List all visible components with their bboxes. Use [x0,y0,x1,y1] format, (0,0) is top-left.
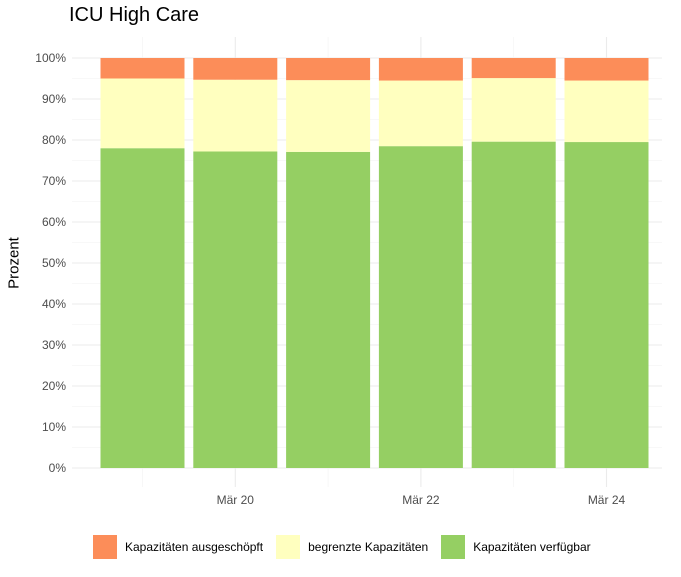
y-tick-label: 50% [42,256,66,270]
y-tick-label: 0% [49,461,67,475]
legend-item: Kapazitäten verfügbar [441,535,591,559]
chart-plot: 0% 10% 20% 30% 40% 50% 60% 70% 80% 90% 100% Mär 20… [35,37,662,507]
legend-key [93,535,117,559]
chart-title: ICU High Care [69,4,200,26]
y-tick-label: 10% [42,420,66,434]
bar-segment [193,58,278,80]
x-axis-ticks: Mär 20 Mär 22 Mär 24 [217,493,626,507]
bar-segment [193,79,278,152]
legend: Kapazitäten ausgeschöpft begrenzte Kapazi… [93,535,604,559]
y-tick-label: 100% [35,51,66,65]
y-axis-ticks: 0% 10% 20% 30% 40% 50% 60% 70% 80% 90% 100% [35,51,66,475]
bar-segment [564,80,649,143]
bar-segment [100,148,185,468]
x-tick-label: Mär 22 [402,493,440,507]
bar-segment [286,151,371,468]
legend-item: Kapazitäten ausgeschöpft [93,535,263,559]
legend-label: begrenzte Kapazitäten [308,540,429,554]
bar-segment [564,142,649,469]
legend-key [441,535,466,559]
bar-segment [100,78,185,149]
bar-segment [564,58,649,81]
bar-segment [378,58,463,81]
bar-segment [286,80,371,152]
bar-segment [286,58,371,81]
x-tick-label: Mär 20 [217,493,255,507]
legend-key [276,535,301,559]
y-tick-label: 40% [42,297,66,311]
y-tick-label: 60% [42,215,66,229]
y-tick-label: 20% [42,379,66,393]
y-tick-label: 80% [42,133,66,147]
bar-segment [378,80,463,147]
legend-label: Kapazitäten verfügbar [473,540,591,554]
legend-label: Kapazitäten ausgeschöpft [125,540,264,554]
bar-segment [471,58,556,79]
y-tick-label: 90% [42,92,66,106]
bar-segment [471,141,556,468]
bar-segment [193,151,278,469]
bar-segment [378,146,463,468]
bar-segment [100,58,185,79]
y-tick-label: 30% [42,338,66,352]
x-tick-label: Mär 24 [588,493,626,507]
legend-item: begrenzte Kapazitäten [276,535,428,559]
y-tick-label: 70% [42,174,66,188]
bars [100,58,649,469]
bar-segment [471,78,556,142]
